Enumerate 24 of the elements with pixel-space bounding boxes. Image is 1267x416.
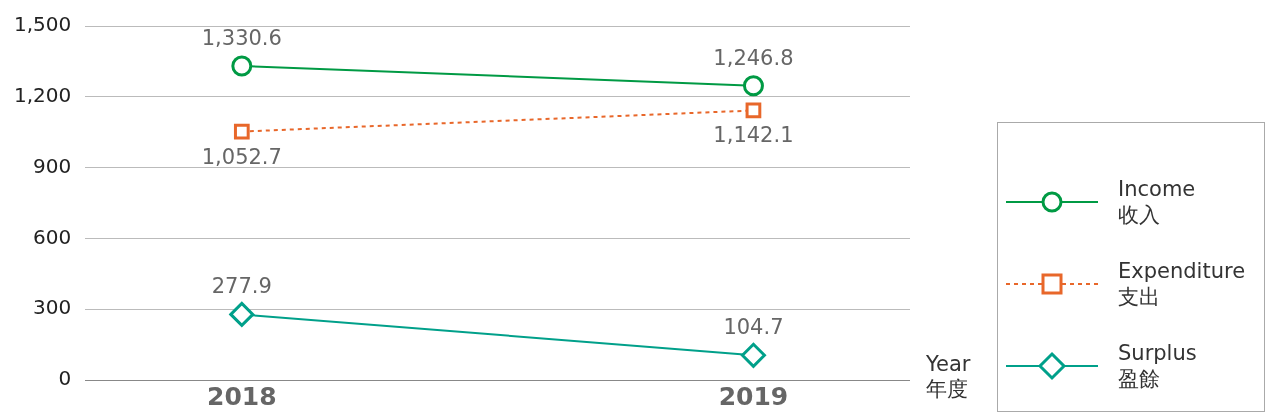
legend-label: Income 收入 bbox=[1118, 176, 1196, 228]
point bbox=[233, 123, 250, 140]
legend-label: Surplus 盈餘 bbox=[1118, 340, 1197, 392]
y-tick-label: 1,200 bbox=[13, 83, 72, 107]
y-tick-label: 300 bbox=[33, 295, 72, 320]
data-label: 1,246.8 bbox=[713, 45, 794, 70]
data-label: 1,330.6 bbox=[201, 25, 282, 50]
y-tick-label: 900 bbox=[33, 153, 72, 178]
point bbox=[229, 301, 255, 327]
data-label: 1,142.1 bbox=[713, 123, 794, 148]
data-label: 104.7 bbox=[723, 315, 784, 340]
data-label: 277.9 bbox=[211, 274, 272, 299]
y-tick-label: 1,500 bbox=[13, 12, 72, 37]
point bbox=[740, 342, 766, 368]
point bbox=[745, 102, 762, 119]
point bbox=[231, 55, 253, 77]
x-axis-title: Year 年度 bbox=[926, 352, 971, 402]
point bbox=[742, 75, 764, 97]
y-tick-label: 0 bbox=[58, 366, 72, 391]
x-tick-label: 2019 bbox=[718, 381, 789, 411]
y-tick-label: 600 bbox=[33, 224, 72, 249]
legend-label: Expenditure 支出 bbox=[1118, 258, 1246, 310]
x-tick-label: 2018 bbox=[207, 381, 277, 411]
data-label: 1,052.7 bbox=[201, 144, 282, 169]
